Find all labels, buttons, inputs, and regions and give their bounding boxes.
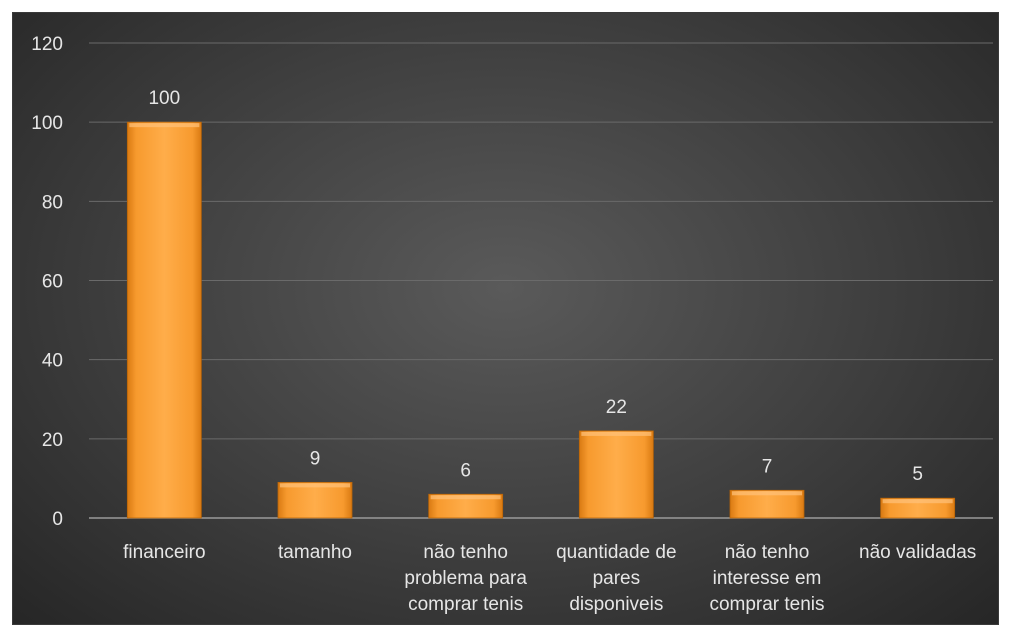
y-axis-ticks: 0 20 40 60 80 100 120 — [31, 34, 63, 530]
data-label: 6 — [460, 460, 471, 481]
category-label: problema para — [404, 568, 527, 589]
bar-highlight — [129, 123, 200, 128]
category-label: comprar tenis — [709, 594, 824, 615]
category-label: não validadas — [859, 542, 976, 563]
y-tick-label: 60 — [42, 272, 63, 293]
bar — [126, 121, 202, 519]
category-label: financeiro — [123, 542, 205, 563]
x-axis-categories: financeiro tamanho não tenho problema para c… — [123, 542, 976, 615]
bar-highlight — [430, 495, 501, 500]
data-label: 5 — [912, 464, 923, 485]
data-label: 7 — [762, 456, 773, 477]
data-label: 22 — [606, 397, 627, 418]
y-tick-label: 100 — [31, 113, 63, 134]
data-labels: 100 9 6 22 7 5 — [148, 88, 922, 485]
bars — [126, 121, 956, 519]
bar-highlight — [280, 483, 350, 488]
category-label: disponiveis — [569, 594, 663, 615]
bar-highlight — [581, 431, 652, 436]
category-label: quantidade de — [556, 542, 676, 563]
category-label: não tenho — [725, 542, 810, 563]
category-label: não tenho — [423, 542, 508, 563]
category-label: comprar tenis — [408, 594, 523, 615]
category-label: pares — [593, 568, 641, 589]
bar — [428, 493, 504, 519]
bar-highlight — [732, 491, 802, 496]
bar — [578, 430, 654, 519]
category-label: interesse em — [713, 568, 822, 589]
bar-highlight — [882, 499, 953, 504]
y-tick-label: 120 — [31, 34, 63, 55]
bar — [277, 481, 353, 519]
y-tick-label: 0 — [52, 509, 63, 530]
data-label: 9 — [310, 448, 321, 469]
gridlines — [89, 42, 993, 519]
y-tick-label: 80 — [42, 192, 63, 213]
chart-area: 0 20 40 60 80 100 120 100 9 6 22 7 5 financeiro tama… — [12, 12, 999, 625]
y-tick-label: 20 — [42, 430, 63, 451]
y-tick-label: 40 — [42, 351, 63, 372]
bar-chart: 0 20 40 60 80 100 120 100 9 6 22 7 5 financeiro tama… — [31, 34, 993, 615]
data-label: 100 — [148, 88, 180, 109]
category-label: tamanho — [278, 542, 352, 563]
